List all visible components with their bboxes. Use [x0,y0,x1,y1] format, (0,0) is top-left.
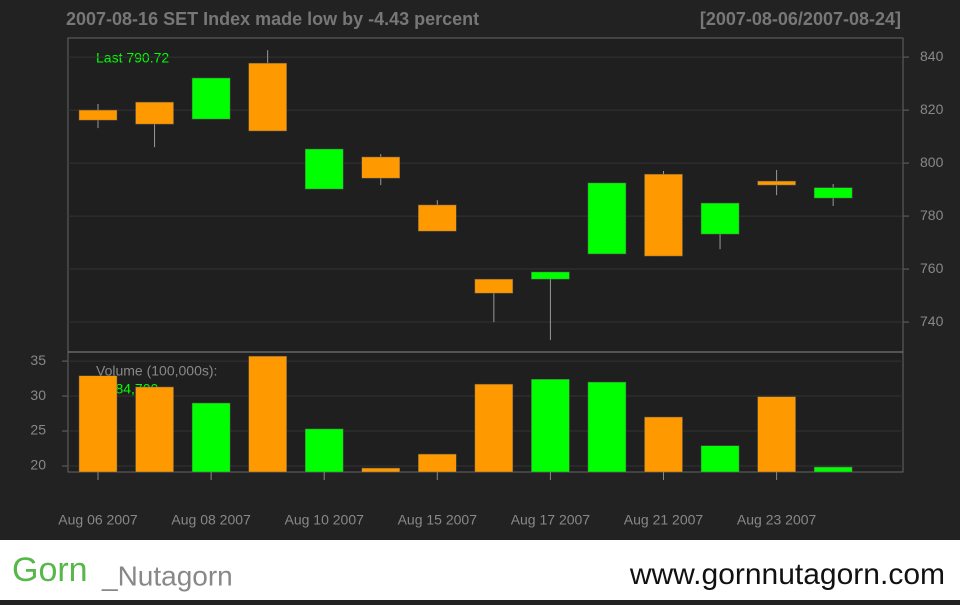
volume-bar [135,386,174,473]
candle-body [191,77,231,120]
logo: Gorn [12,551,88,589]
candle-body [531,271,570,280]
x-tick-label: Aug 06 2007 [58,512,138,528]
y-tick-label: 760 [920,260,944,276]
candle-body [304,148,344,190]
candle-body [813,187,853,199]
volume-bar [474,383,514,473]
candle-body [135,101,174,125]
x-tick-label: Aug 23 2007 [737,512,817,528]
last-label: Last 790.72 [96,50,169,66]
footer [0,540,960,600]
volume-bar [700,445,740,473]
candle-body [418,204,457,232]
candle-body [644,173,683,257]
y-tick-label: 30 [30,387,46,403]
y-tick-label: 35 [30,352,46,368]
candle-body [361,156,400,179]
volume-bar [191,402,231,473]
volume-label: Volume (100,000s): [96,363,217,379]
y-tick-label: 820 [920,101,944,117]
x-tick-label: Aug 21 2007 [624,512,704,528]
y-tick-label: 780 [920,207,944,223]
candle-body [78,109,118,121]
x-tick-label: Aug 15 2007 [398,512,478,528]
volume-bar [757,396,796,473]
volume-bar [304,428,344,473]
y-tick-label: 800 [920,154,944,170]
candle-body [700,202,740,235]
chart-subtitle: [2007-08-06/2007-08-24] [700,9,901,29]
volume-bar [531,379,570,473]
y-tick-label: 840 [920,48,944,64]
volume-bar [361,467,400,473]
candle-body [248,62,287,132]
candle-body [474,278,514,294]
volume-bar [644,416,683,473]
url: www.gornnutagorn.com [629,558,945,591]
chart-title: 2007-08-16 SET Index made low by -4.43 p… [66,9,479,29]
volume-bar [587,381,627,473]
y-tick-label: 25 [30,422,46,438]
y-tick-label: 20 [30,457,46,473]
volume-bar [78,375,118,473]
x-tick-label: Aug 08 2007 [171,512,251,528]
y-tick-label: 740 [920,313,944,329]
volume-bar [418,453,457,473]
candle-body [587,182,627,255]
logo: _Nutagorn [101,560,233,591]
x-tick-label: Aug 10 2007 [284,512,364,528]
volume-bar [248,355,287,473]
volume-bar [813,466,853,473]
x-tick-label: Aug 17 2007 [511,512,591,528]
candle-body [757,180,796,186]
